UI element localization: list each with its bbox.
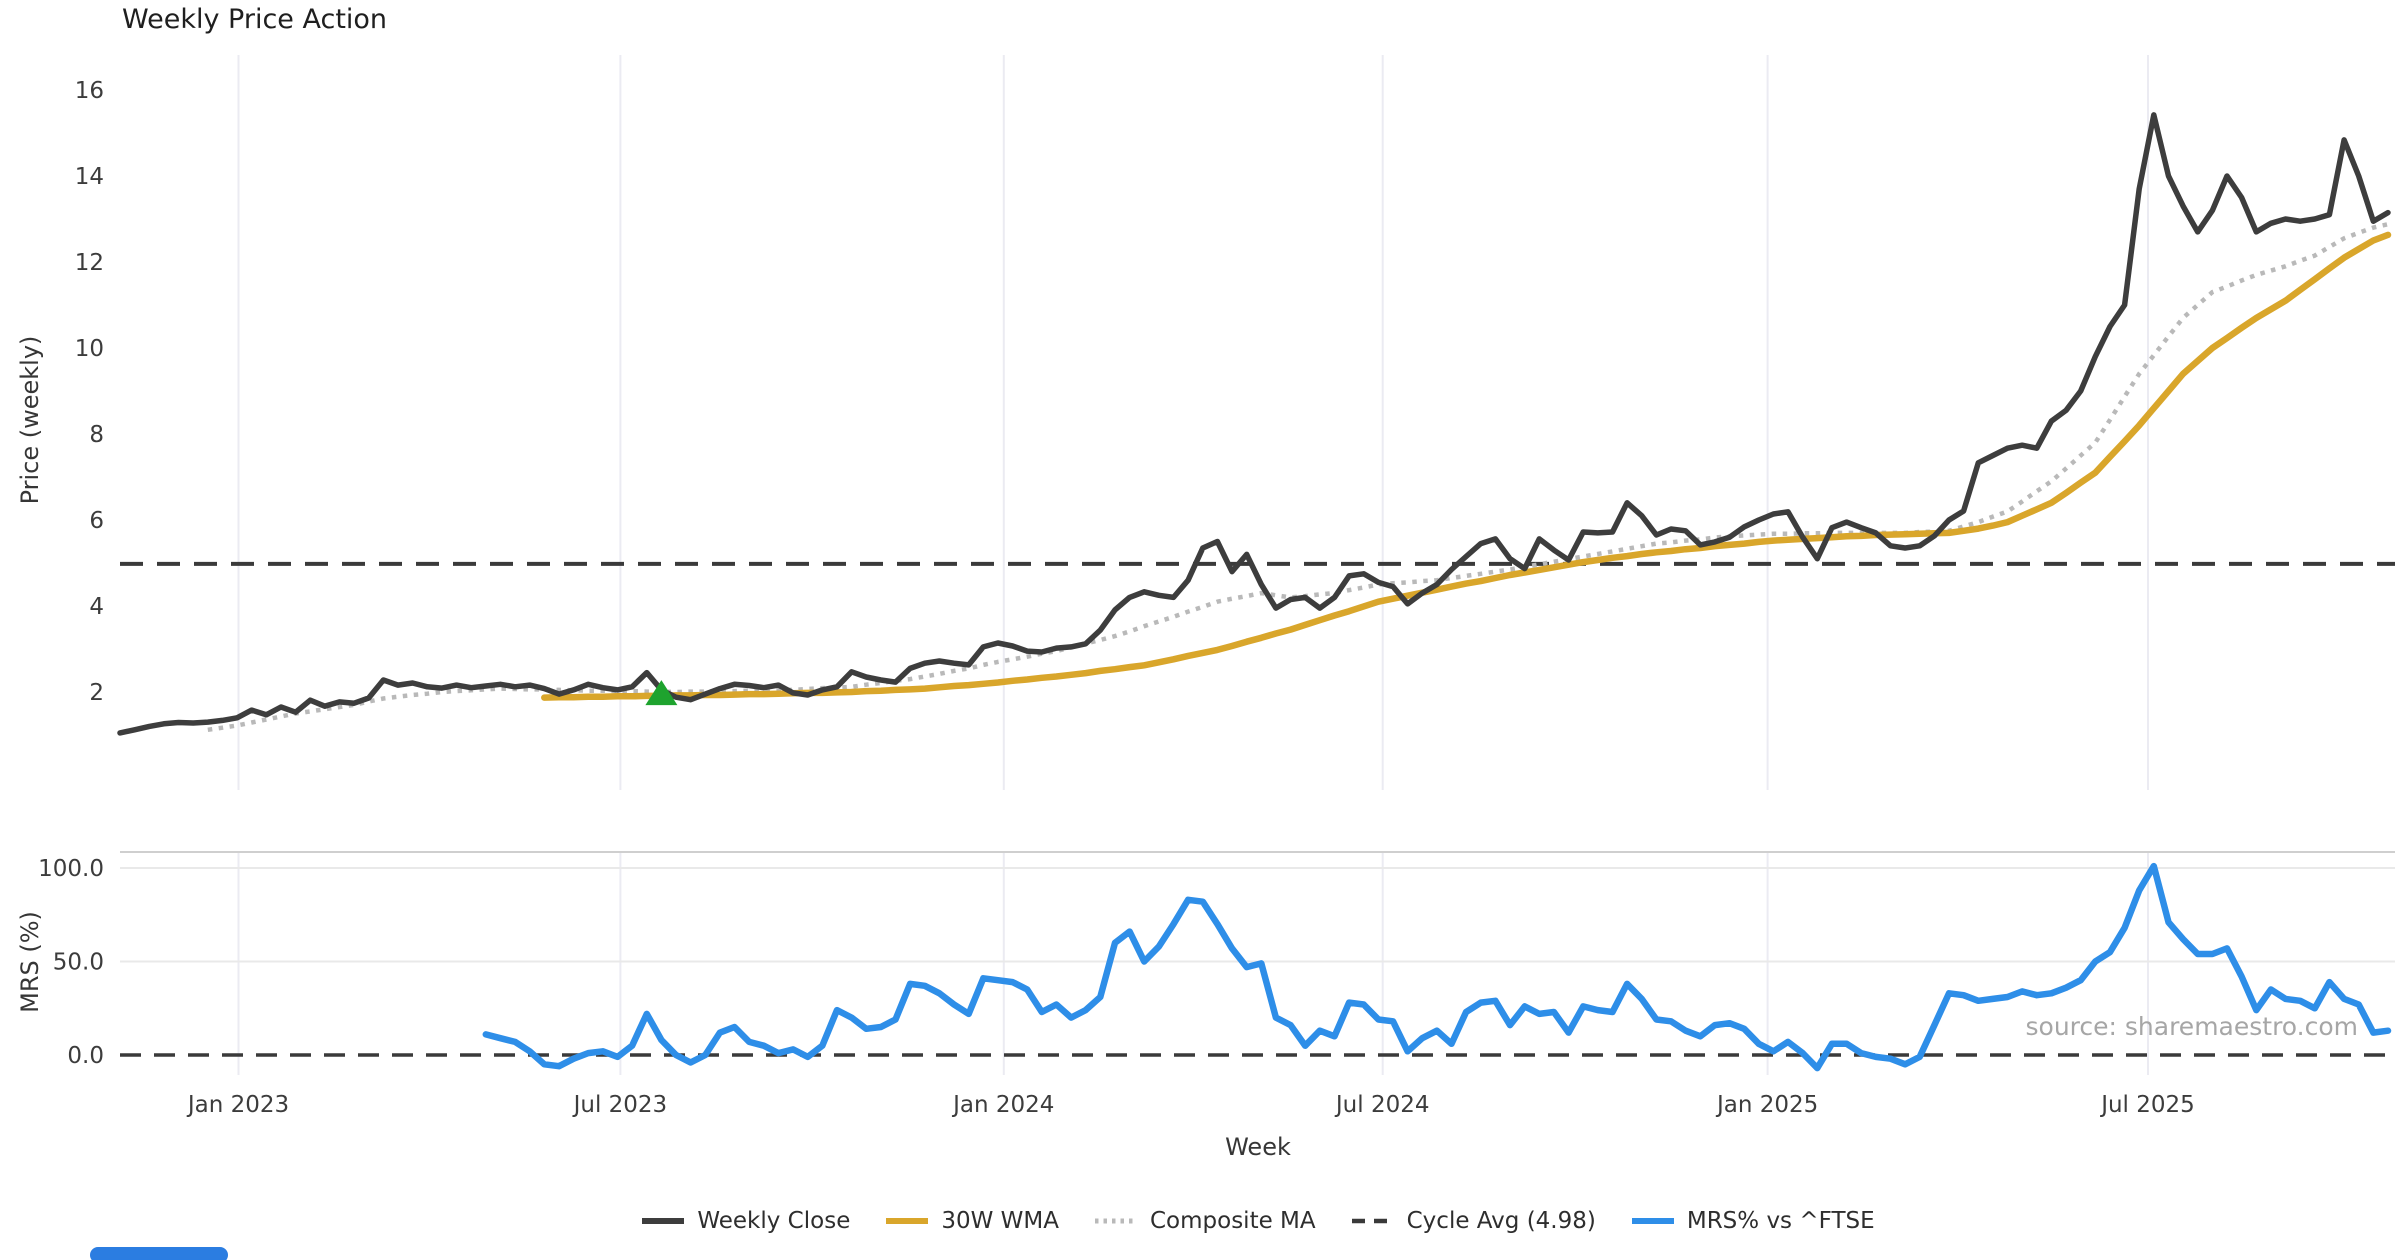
price-ytick-label: 4 — [89, 594, 104, 620]
wma-30w-line — [541, 231, 2392, 701]
price-ytick-label: 2 — [89, 680, 104, 706]
legend-label: 30W WMA — [941, 1208, 1059, 1234]
price-ytick-label: 16 — [75, 78, 104, 104]
price-ytick-label: 14 — [75, 164, 104, 190]
legend-swatch-dashed — [1351, 1218, 1394, 1224]
xtick-label: Jan 2025 — [1715, 1092, 1818, 1118]
legend-item: Weekly Close — [640, 1208, 850, 1234]
mrs-line — [482, 862, 2392, 1072]
legend-label: Composite MA — [1149, 1208, 1316, 1234]
chart-legend: Weekly Close 30W WMA Composite MA Cycle Avg… — [120, 1208, 2395, 1234]
x-axis-title: Week — [1225, 1133, 1291, 1161]
price-ytick-label: 6 — [89, 508, 104, 534]
buy-signal-triangle — [645, 680, 678, 706]
price-ytick-label: 12 — [75, 250, 104, 276]
legend-label: Weekly Close — [697, 1208, 851, 1234]
legend-item: 30W WMA — [884, 1208, 1059, 1234]
mrs-ytick-label: 50.0 — [53, 950, 104, 976]
price-ytick-label: 8 — [89, 422, 104, 448]
legend-swatch-dotted — [1094, 1218, 1137, 1224]
legend-item: MRS% vs ^FTSE — [1630, 1208, 1875, 1234]
source-watermark: source: sharemaestro.com — [2025, 1012, 2359, 1041]
xtick-label: Jan 2024 — [951, 1092, 1054, 1118]
legend-swatch-solid — [642, 1218, 685, 1224]
bottom-blue-bar — [90, 1247, 228, 1260]
xtick-label: Jul 2023 — [572, 1092, 668, 1118]
composite-ma-line — [207, 222, 2389, 733]
xtick-label: Jul 2024 — [1334, 1092, 1430, 1118]
legend-item: Composite MA — [1093, 1208, 1316, 1234]
price-ytick-label: 10 — [75, 336, 104, 362]
price-axis-title: Price (weekly) — [16, 336, 44, 505]
mrs-ytick-label: 100.0 — [38, 856, 104, 882]
legend-swatch-solid — [1631, 1218, 1674, 1224]
legend-swatch-solid — [886, 1218, 929, 1224]
legend-label: MRS% vs ^FTSE — [1686, 1208, 1875, 1234]
weekly-close-line — [117, 112, 2391, 736]
mrs-ytick-label: 0.0 — [67, 1043, 104, 1069]
mrs-axis-title: MRS (%) — [16, 911, 44, 1013]
legend-label: Cycle Avg (4.98) — [1406, 1208, 1596, 1234]
xtick-label: Jul 2025 — [2099, 1092, 2195, 1118]
legend-item: Cycle Avg (4.98) — [1350, 1208, 1596, 1234]
page-title: Weekly Price Action — [122, 4, 388, 35]
xtick-label: Jan 2023 — [186, 1092, 289, 1118]
